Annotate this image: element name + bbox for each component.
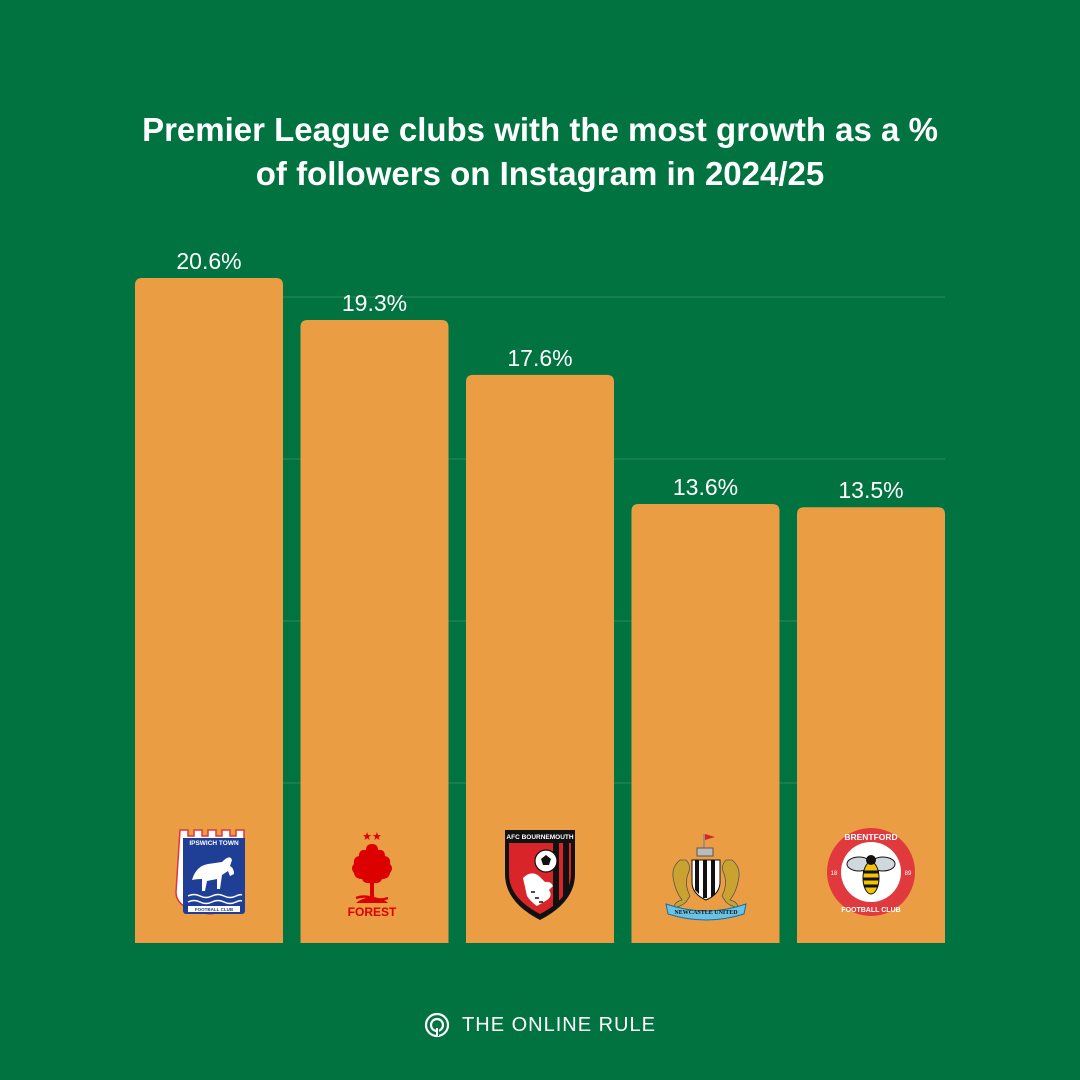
bars <box>135 278 945 943</box>
brentford-crest-text-bottom: FOOTBALL CLUB <box>841 907 900 914</box>
chart-title-line-1: Premier League clubs with the most growt… <box>142 111 938 148</box>
club-crests: IPSWICH TOWN FOOTBALL CLUB ★★ FOREST AFC… <box>175 828 915 921</box>
footer: THE ONLINE RULE <box>0 1012 1080 1038</box>
bar-brentford <box>797 507 945 943</box>
brentford-crest-year-left: 18 <box>831 871 838 877</box>
ipswich-crest-text-top: IPSWICH TOWN <box>189 840 239 847</box>
bournemouth-crest-text: AFC BOURNEMOUTH <box>506 834 573 841</box>
forest-crest-icon: ★★ FOREST <box>348 831 397 919</box>
forest-crest-stars: ★★ <box>362 831 382 843</box>
value-label: 19.3% <box>342 290 407 316</box>
bar-nottingham-forest <box>300 319 449 943</box>
value-label: 20.6% <box>176 248 241 274</box>
ipswich-crest-text-bottom: FOOTBALL CLUB <box>195 907 234 912</box>
bournemouth-crest-icon: AFC BOURNEMOUTH <box>505 830 575 920</box>
newcastle-crest-icon: NEWCASTLE UNITED <box>665 834 747 921</box>
chart-title-line-2: of followers on Instagram in 2024/25 <box>255 155 825 192</box>
chart-title: Premier League clubs with the most growt… <box>60 108 1020 196</box>
value-labels: 20.6% 19.3% 17.6% 13.6% 13.5% <box>176 248 903 503</box>
brentford-crest-icon: BRENTFORD FOOTBALL CLUB 18 89 <box>827 828 915 916</box>
value-label: 13.6% <box>673 474 738 500</box>
brentford-crest-year-right: 89 <box>905 871 912 877</box>
brentford-crest-text-top: BRENTFORD <box>844 832 897 842</box>
value-label: 17.6% <box>507 345 572 371</box>
brand-name: THE ONLINE RULE <box>462 1013 656 1036</box>
bar-chart: 20.6% 19.3% 17.6% 13.6% 13.5% IPSWICH TOWN F… <box>135 248 945 943</box>
bar-newcastle-united <box>631 503 780 943</box>
forest-crest-text: FOREST <box>348 905 397 919</box>
bar-afc-bournemouth <box>466 374 614 943</box>
newcastle-crest-text: NEWCASTLE UNITED <box>674 910 738 916</box>
the-online-rule-logo-icon <box>424 1012 450 1038</box>
value-label: 13.5% <box>838 477 903 503</box>
ipswich-crest-icon: IPSWICH TOWN FOOTBALL CLUB <box>175 829 245 915</box>
bar-ipswich-town <box>135 278 283 943</box>
